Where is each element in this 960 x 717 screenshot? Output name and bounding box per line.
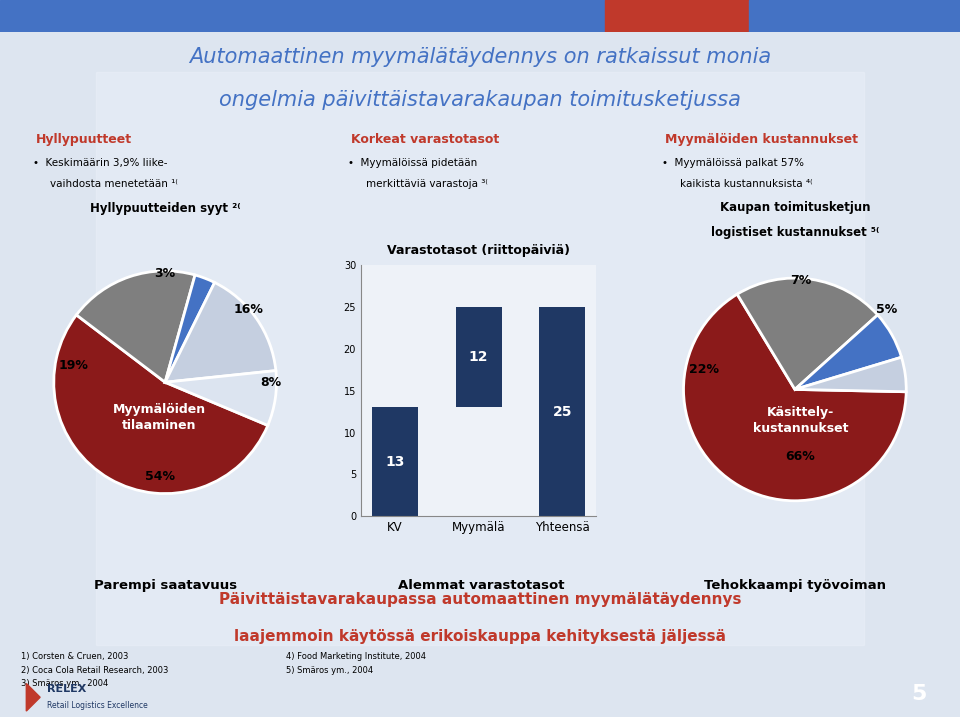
Text: RELEX: RELEX: [47, 685, 86, 694]
Text: 25: 25: [553, 404, 572, 419]
Bar: [96, 72, 864, 645]
Text: merkittäviä varastoja ³⁽: merkittäviä varastoja ³⁽: [366, 179, 488, 189]
Bar: [455, 307, 502, 407]
Text: 12: 12: [468, 351, 489, 364]
Bar: [605, 0, 749, 32]
Bar: [372, 407, 418, 516]
Bar: [0, 0, 605, 32]
Text: Korkeat varastotasot: Korkeat varastotasot: [351, 133, 499, 146]
Wedge shape: [54, 315, 268, 493]
Text: •  Myymälöissä pidetään: • Myymälöissä pidetään: [348, 158, 478, 168]
Text: Parempi saatavuus: Parempi saatavuus: [93, 579, 237, 592]
Wedge shape: [684, 294, 906, 500]
Bar: [540, 307, 586, 516]
Wedge shape: [737, 278, 877, 389]
Wedge shape: [795, 315, 901, 389]
Text: 4) Food Marketing Institute, 2004
5) Smäros ym., 2004: 4) Food Marketing Institute, 2004 5) Smä…: [286, 652, 426, 675]
Text: Kaupan toimitusketjun: Kaupan toimitusketjun: [720, 201, 870, 214]
Wedge shape: [77, 271, 195, 382]
Text: •  Myymälöissä palkat 57%: • Myymälöissä palkat 57%: [662, 158, 804, 168]
Text: Alemmat varastotasot: Alemmat varastotasot: [397, 579, 564, 592]
Text: 16%: 16%: [233, 303, 264, 316]
Text: logistiset kustannukset ⁵⁽: logistiset kustannukset ⁵⁽: [710, 226, 879, 239]
Text: laajemmoin käytössä erikoiskauppa kehityksestä jäljessä: laajemmoin käytössä erikoiskauppa kehity…: [234, 629, 726, 644]
Wedge shape: [165, 282, 276, 382]
Wedge shape: [795, 357, 906, 391]
Text: Päivittäistavarakaupassa automaattinen myymälätäydennys: Päivittäistavarakaupassa automaattinen m…: [219, 592, 741, 607]
Polygon shape: [26, 683, 40, 711]
Text: 8%: 8%: [260, 376, 281, 389]
Text: kaikista kustannuksista ⁴⁽: kaikista kustannuksista ⁴⁽: [680, 179, 812, 189]
Text: Automaattinen myymälätäydennys on ratkaissut monia: Automaattinen myymälätäydennys on ratkai…: [189, 47, 771, 67]
Text: 3%: 3%: [155, 267, 176, 280]
Text: Myymälöiden kustannukset: Myymälöiden kustannukset: [665, 133, 858, 146]
Text: 22%: 22%: [688, 363, 719, 376]
Text: •  Keskimäärin 3,9% liike-: • Keskimäärin 3,9% liike-: [33, 158, 167, 168]
Text: 7%: 7%: [790, 274, 811, 287]
Text: Tehokkaampi työvoiman: Tehokkaampi työvoiman: [704, 579, 886, 592]
Text: 19%: 19%: [59, 359, 88, 372]
Wedge shape: [165, 371, 276, 425]
Text: 1) Corsten & Cruen, 2003
2) Coca Cola Retail Research, 2003
3) Smäros ym., 2004: 1) Corsten & Cruen, 2003 2) Coca Cola Re…: [21, 652, 169, 688]
Title: Varastotasot (riittopäiviä): Varastotasot (riittopäiviä): [387, 244, 570, 257]
Text: 66%: 66%: [785, 450, 815, 462]
Text: Retail Logistics Excellence: Retail Logistics Excellence: [47, 701, 148, 711]
Text: ongelmia päivittäistavarakaupan toimitusketjussa: ongelmia päivittäistavarakaupan toimitus…: [219, 90, 741, 110]
Text: Hyllypuutteet: Hyllypuutteet: [36, 133, 132, 146]
Wedge shape: [165, 275, 215, 382]
Text: 13: 13: [385, 455, 404, 469]
Text: 54%: 54%: [145, 470, 175, 483]
Text: Käsittely-
kustannukset: Käsittely- kustannukset: [753, 406, 849, 435]
Text: Myymälöiden
tilaaminen: Myymälöiden tilaaminen: [113, 404, 206, 432]
Text: 5: 5: [911, 684, 927, 703]
Text: Hyllypuutteiden syyt ²⁽: Hyllypuutteiden syyt ²⁽: [90, 202, 240, 215]
Text: 5%: 5%: [876, 303, 897, 315]
Text: vaihdosta menetetään ¹⁽: vaihdosta menetetään ¹⁽: [50, 179, 178, 189]
Bar: [749, 0, 960, 32]
